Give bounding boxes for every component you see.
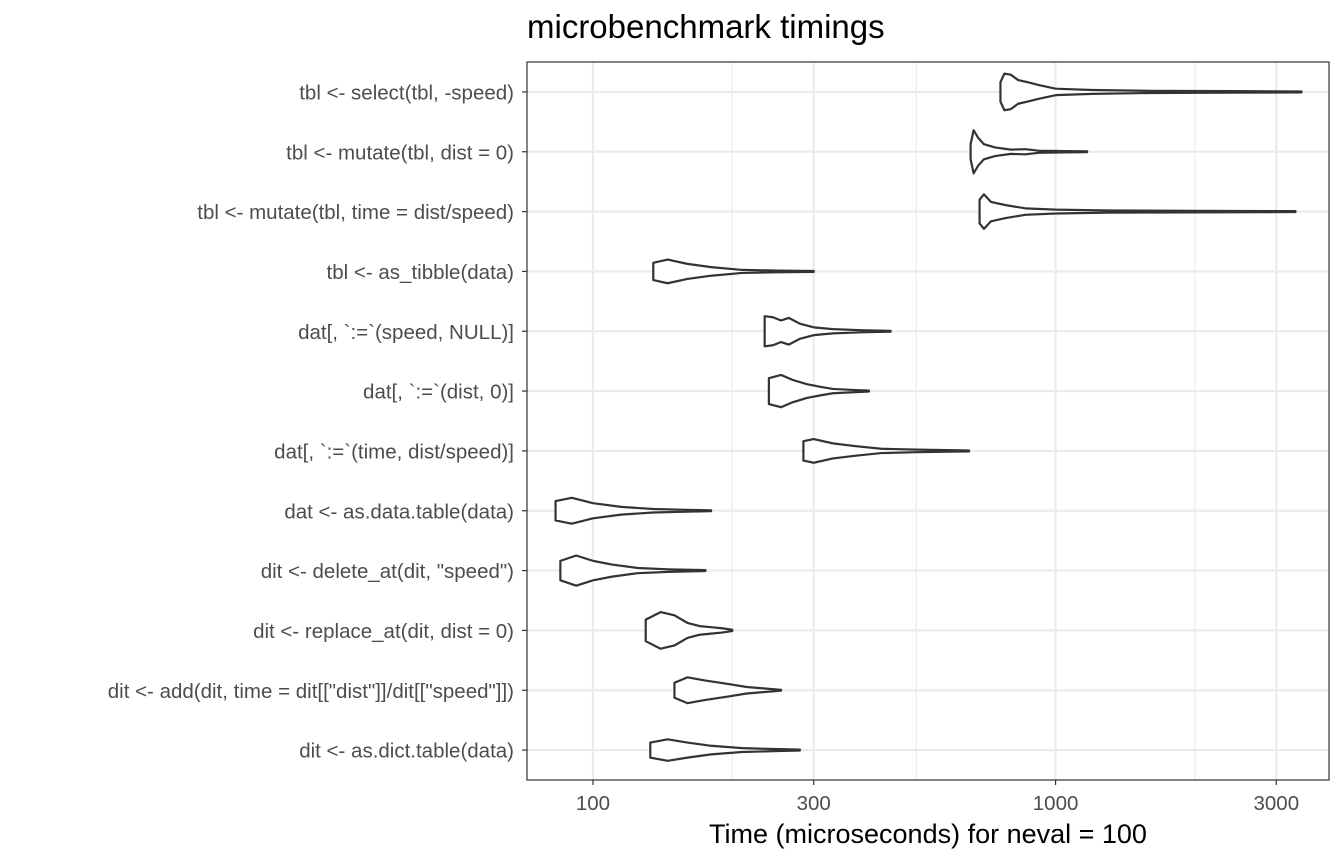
y-tick-label: tbl <- select(tbl, -speed) <box>299 81 514 104</box>
violin-4 <box>652 258 815 285</box>
x-tick-label: 3000 <box>1253 792 1299 815</box>
y-tick-label: dit <- add(dit, time = dit[["dist"]]/dit… <box>108 680 514 703</box>
y-tick-label: dit <- replace_at(dit, dist = 0) <box>253 620 514 643</box>
violin-3 <box>978 193 1297 230</box>
violin-7 <box>802 437 971 464</box>
y-tick-label: dit <- delete_at(dit, "speed") <box>261 560 514 583</box>
y-tick-label: tbl <- mutate(tbl, time = dist/speed) <box>197 201 514 224</box>
x-tick-label: 300 <box>797 792 831 815</box>
y-tick-label: dat[, `:=`(speed, NULL)] <box>298 321 514 344</box>
violin-9 <box>559 554 707 587</box>
x-axis-label: Time (microseconds) for neval = 100 <box>709 819 1147 849</box>
x-tick-label: 100 <box>576 792 610 815</box>
violin-1 <box>999 72 1303 112</box>
violin-8 <box>554 496 713 525</box>
plot-panel <box>527 62 1329 780</box>
x-tick-label: 1000 <box>1033 792 1079 815</box>
violin-2 <box>969 129 1089 175</box>
x-axis: 100 300 1000 3000 <box>576 780 1299 815</box>
y-tick-label: tbl <- mutate(tbl, dist = 0) <box>286 141 514 164</box>
violin-11 <box>673 676 783 705</box>
violins <box>554 72 1303 762</box>
violin-5 <box>763 315 892 348</box>
y-tick-label: dat[, `:=`(dist, 0)] <box>363 381 514 404</box>
y-axis: tbl <- select(tbl, -speed) tbl <- mutate(… <box>108 81 527 763</box>
y-tick-label: dat <- as.data.table(data) <box>284 500 514 523</box>
y-tick-label: dit <- as.dict.table(data) <box>299 740 514 763</box>
violin-6 <box>767 373 871 409</box>
y-tick-label: dat[, `:=`(time, dist/speed)] <box>274 440 514 463</box>
chart-title: microbenchmark timings <box>527 8 885 45</box>
panel-border <box>526 61 1330 781</box>
y-tick-label: tbl <- as_tibble(data) <box>327 261 514 284</box>
violin-10 <box>644 611 734 650</box>
violin-12 <box>649 738 801 762</box>
